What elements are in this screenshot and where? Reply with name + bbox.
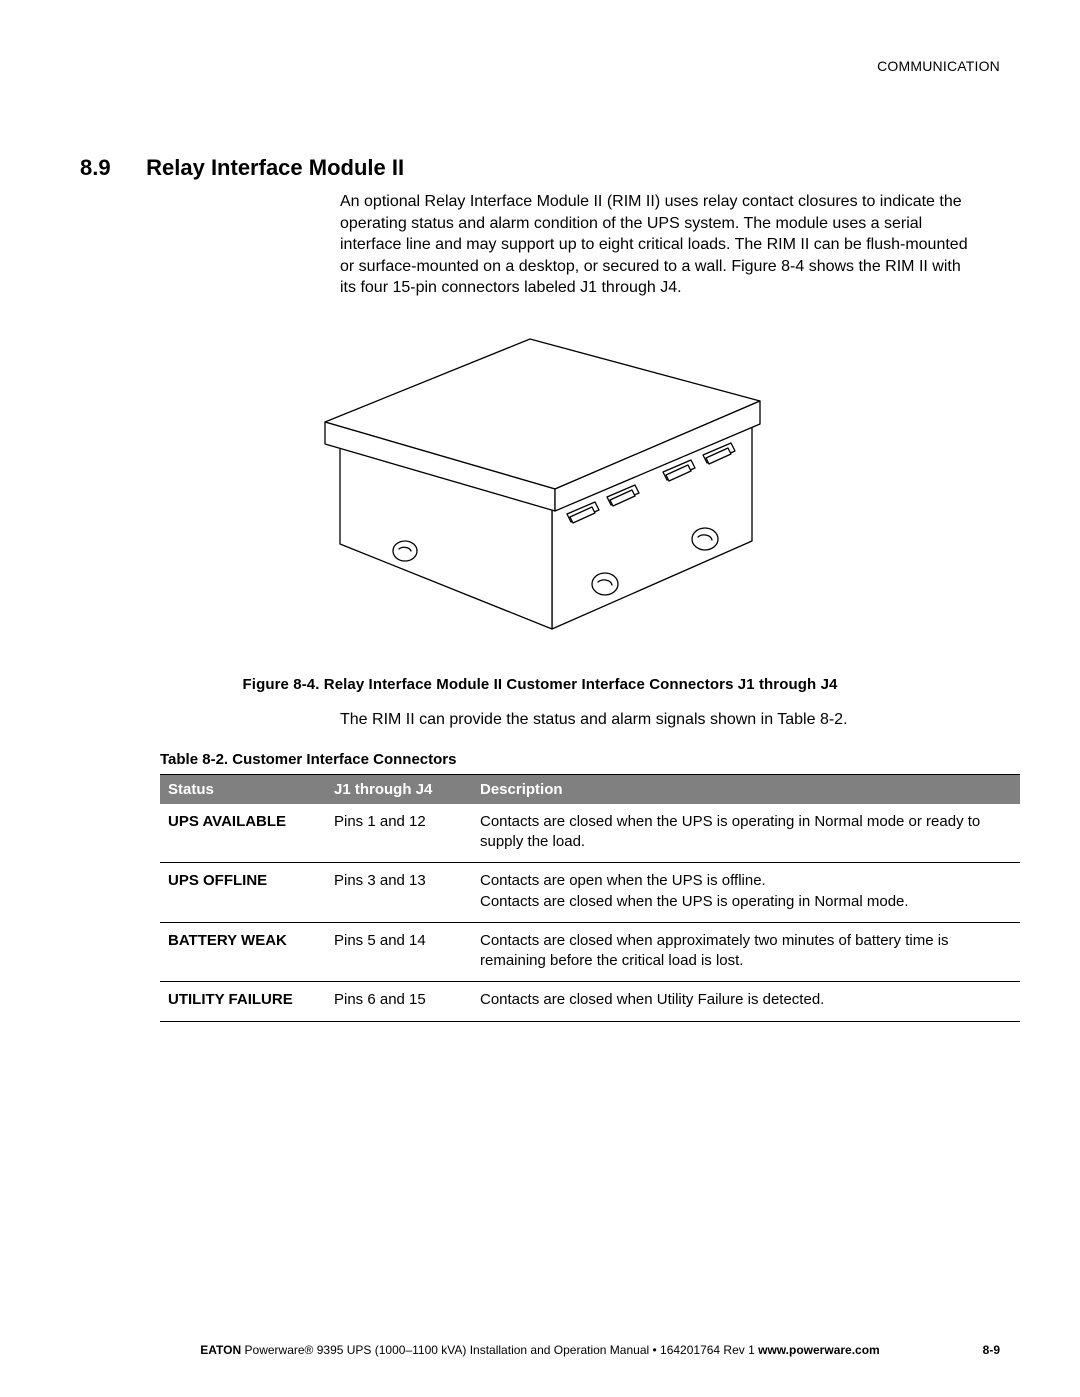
page-footer: EATON Powerware® 9395 UPS (1000–1100 kVA… [0,1343,1080,1357]
cell-pins: Pins 6 and 15 [326,982,472,1021]
relay-module-diagram [305,329,775,659]
footer-text-before: Powerware® 9395 UPS (1000–1100 kVA) Inst… [241,1343,652,1357]
section-title: Relay Interface Module II [146,155,404,180]
cell-status: BATTERY WEAK [160,922,326,982]
footer-url: www.powerware.com [758,1343,880,1357]
body-paragraph: An optional Relay Interface Module II (R… [340,191,980,299]
running-header: COMMUNICATION [877,58,1000,74]
col-header-pins: J1 through J4 [326,774,472,804]
table-row: BATTERY WEAKPins 5 and 14Contacts are cl… [160,922,1020,982]
cell-status: UTILITY FAILURE [160,982,326,1021]
col-header-desc: Description [472,774,1020,804]
table-header-row: Status J1 through J4 Description [160,774,1020,804]
cell-desc: Contacts are open when the UPS is offlin… [472,863,1020,923]
table-caption: Table 8-2. Customer Interface Connectors [160,751,1000,768]
footer-text-after: 164201764 Rev 1 [657,1343,758,1357]
footer-brand: EATON [200,1343,241,1357]
page-number: 8-9 [983,1343,1000,1357]
figure-caption: Figure 8-4. Relay Interface Module II Cu… [80,676,1000,693]
figure-container: Figure 8-4. Relay Interface Module II Cu… [80,329,1000,693]
cell-status: UPS OFFLINE [160,863,326,923]
col-header-status: Status [160,774,326,804]
cell-desc: Contacts are closed when approximately t… [472,922,1020,982]
section-number: 8.9 [80,155,140,181]
cell-pins: Pins 5 and 14 [326,922,472,982]
after-figure-text: The RIM II can provide the status and al… [340,711,980,729]
cell-desc: Contacts are closed when the UPS is oper… [472,804,1020,863]
table-row: UPS AVAILABLEPins 1 and 12Contacts are c… [160,804,1020,863]
table-row: UTILITY FAILUREPins 6 and 15Contacts are… [160,982,1020,1021]
cell-status: UPS AVAILABLE [160,804,326,863]
cell-desc: Contacts are closed when Utility Failure… [472,982,1020,1021]
cell-pins: Pins 3 and 13 [326,863,472,923]
connector-table: Status J1 through J4 Description UPS AVA… [160,774,1020,1022]
cell-pins: Pins 1 and 12 [326,804,472,863]
table-row: UPS OFFLINEPins 3 and 13Contacts are ope… [160,863,1020,923]
section-heading: 8.9 Relay Interface Module II [80,155,1000,181]
